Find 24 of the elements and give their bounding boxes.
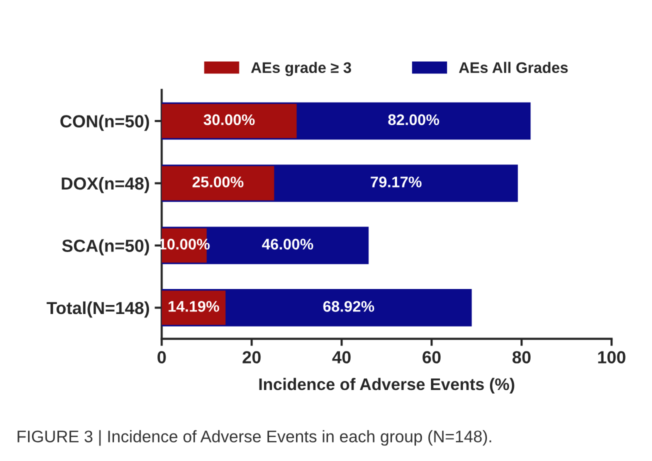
x-axis-title: Incidence of Adverse Events (%) [259, 378, 514, 394]
y-tick-label: SCA(n=50) [62, 239, 150, 256]
data-label: 82.00% [388, 114, 440, 126]
data-label: 30.00% [204, 114, 255, 126]
y-tick-label: Total(N=148) [46, 301, 150, 318]
x-tick-label: 80 [512, 351, 531, 364]
x-tick-label: 20 [242, 351, 261, 364]
y-tick-label: CON(n=50) [60, 114, 150, 131]
data-label: 68.92% [323, 301, 374, 312]
data-label: 25.00% [192, 176, 244, 188]
bar [162, 166, 274, 200]
data-label: 46.00% [262, 238, 314, 250]
x-tick-label: 40 [332, 351, 351, 364]
y-tick-label: DOX(n=48) [62, 176, 150, 194]
data-label: 79.17% [370, 176, 422, 188]
caption: FIGURE 3 | Incidence of Adverse Events in each group (N=148). [18, 430, 492, 446]
legend-label: AEs All Grades [458, 62, 568, 74]
bar [162, 104, 297, 138]
data-label: 14.19% [168, 301, 220, 312]
x-tick-label: 0 [158, 351, 166, 364]
x-tick-label: 100 [598, 351, 626, 364]
bar [162, 290, 226, 325]
legend-label: AEs grade ≥ 3 [251, 62, 352, 76]
x-tick-label: 60 [422, 351, 441, 364]
